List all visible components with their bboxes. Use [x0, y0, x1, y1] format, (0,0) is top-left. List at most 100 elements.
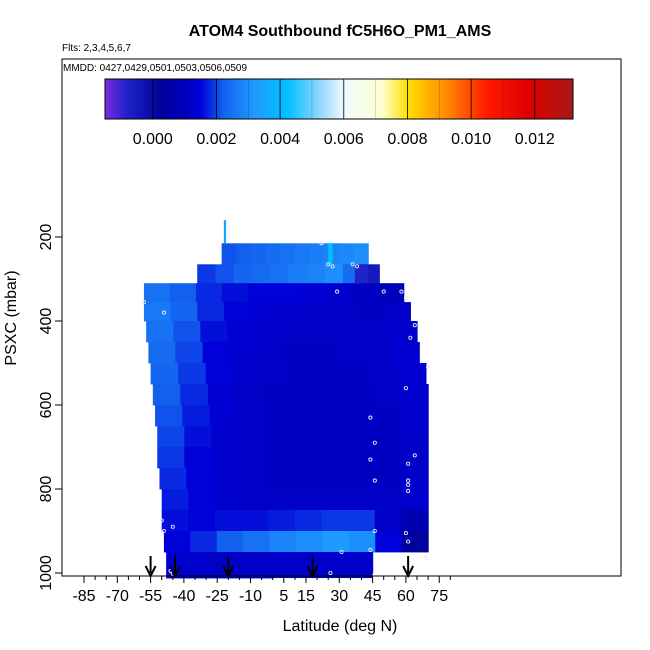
heatmap-cell [250, 243, 267, 265]
heatmap-cell [163, 531, 191, 553]
sample-point [412, 453, 417, 458]
heatmap-cell [254, 321, 283, 343]
heatmap-cell [346, 405, 375, 427]
sample-point [326, 262, 331, 267]
sample-point [368, 547, 373, 552]
sample-point [159, 518, 164, 523]
x-tick-label: 60 [397, 588, 415, 605]
heatmap-cell [401, 447, 429, 469]
y-axis-label: PSXC (mbar) [3, 270, 20, 365]
colorbar-fill [104, 78, 574, 120]
heatmap-cell [205, 363, 234, 385]
heatmap-cell [315, 363, 344, 385]
x-tick-label: 75 [430, 588, 448, 605]
heatmap-cell [247, 283, 275, 303]
colorbar-tick-label: 0.002 [196, 131, 236, 148]
heatmap-cell [227, 321, 256, 343]
flight-markers [144, 556, 415, 579]
heatmap-cell [169, 283, 197, 303]
heatmap-cell [240, 468, 268, 490]
heatmap-cell [299, 283, 327, 303]
heatmap-cell [291, 405, 320, 427]
colorbar-tick-label: 0.012 [515, 131, 555, 148]
heatmap-cell [306, 264, 326, 284]
heatmap-cell [238, 447, 267, 469]
x-tick-label: -40 [172, 588, 195, 605]
heatmap-cell [233, 264, 253, 284]
sample-point [170, 524, 175, 529]
y-tick-label: 200 [38, 224, 55, 251]
heatmap-cell [223, 302, 252, 322]
heatmap-cell [251, 264, 271, 284]
x-tick-label: -85 [72, 588, 95, 605]
heatmap-cell [310, 342, 339, 364]
heatmap-cell [292, 447, 321, 469]
heatmap-cell [262, 384, 292, 406]
heatmap-cell [308, 321, 337, 343]
heatmap-cell [175, 342, 204, 364]
heatmap-cell [288, 363, 317, 385]
heatmap-cell [178, 363, 207, 385]
heatmap-cell [322, 531, 350, 553]
heatmap-cell [157, 426, 185, 448]
sample-point [403, 531, 408, 536]
colorbar-tick-label: 0.010 [451, 131, 491, 148]
sample-point [423, 556, 428, 561]
heatmap-cell [236, 405, 265, 427]
x-tick-label: 15 [297, 588, 315, 605]
heatmap-cell [353, 243, 369, 265]
sample-point [372, 528, 377, 534]
heatmap-cell [374, 468, 402, 490]
heatmap-cell [173, 321, 201, 343]
heatmap-cell [374, 510, 403, 532]
heatmap-cell [294, 489, 323, 511]
heatmap-cell [159, 468, 187, 490]
heatmap-cell [207, 384, 237, 406]
sample-point [319, 241, 324, 246]
heatmap-cell [401, 468, 429, 490]
heatmap-cell [398, 363, 427, 385]
heatmap-cell [250, 302, 278, 322]
heatmap-cell [238, 426, 267, 448]
heatmap-cell [321, 510, 349, 532]
heatmap-cell [303, 302, 332, 322]
heatmap-cell [161, 489, 189, 511]
heatmap-cell [248, 552, 270, 574]
heatmap-cell [357, 302, 385, 322]
x-tick-label: -25 [206, 588, 229, 605]
heatmap-cell [221, 283, 249, 303]
heatmap-cell [317, 384, 347, 406]
heatmap-cell [288, 264, 308, 284]
heatmap-cell [157, 447, 185, 469]
heatmap-cell [268, 510, 296, 532]
heatmap-cell [389, 321, 418, 343]
colorbar-ticks: 0.000 0.002 0.004 0.006 0.008 0.010 0.012 [133, 79, 555, 148]
sample-point [403, 386, 408, 391]
sample-point [399, 289, 404, 294]
heatmap-cell [200, 321, 229, 343]
x-tick-label: -70 [106, 588, 129, 605]
sample-point [406, 482, 411, 487]
sample-point [406, 539, 411, 544]
heatmap-cell [374, 489, 403, 511]
heatmap-cell [324, 264, 344, 284]
x-tick-label: 30 [330, 588, 348, 605]
heatmap-cell [161, 510, 189, 532]
colorbar-tick-label: 0.006 [324, 131, 364, 148]
heatmap-cell [290, 552, 312, 574]
heatmap-cell [268, 489, 296, 511]
heatmap-cell [401, 510, 429, 532]
sample-point [161, 528, 166, 534]
sample-point [406, 478, 411, 483]
heatmap-cell [221, 243, 237, 265]
heatmap-cell [188, 489, 216, 511]
x-tick-label: -10 [239, 588, 262, 605]
sample-point [406, 461, 411, 466]
heatmap-cell [400, 405, 429, 427]
x-axis: -85 -70 -55 -40 -25 -10 5 15 30 45 60 75 [62, 575, 621, 605]
heatmap-cell [195, 283, 223, 303]
sample-point [328, 570, 333, 576]
heatmap-cell [188, 510, 216, 532]
x-axis-label: Latitude (deg N) [283, 618, 398, 635]
heatmap-cell [319, 426, 348, 448]
